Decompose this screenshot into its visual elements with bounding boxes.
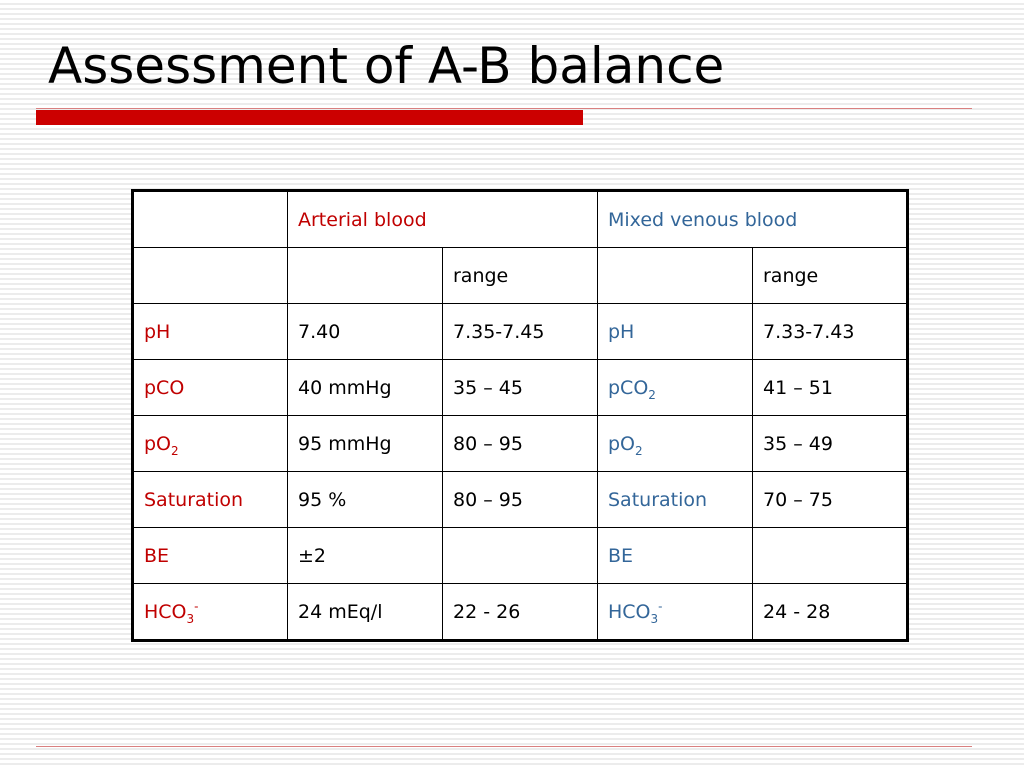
table-subheader-row: range range (132, 247, 909, 304)
venous-parameter: pCO2 (597, 359, 753, 416)
subheader-venous-range: range (751, 247, 909, 304)
arterial-parameter: BE (132, 527, 288, 584)
title-accent-bar (36, 110, 583, 125)
table-row: pH 7.40 7.35-7.45 pH 7.33-7.43 (132, 303, 909, 360)
venous-range: 7.33-7.43 (751, 303, 909, 360)
parameter-label: HCO (144, 600, 187, 623)
venous-range: 70 – 75 (751, 471, 909, 528)
venous-range: 35 – 49 (751, 415, 909, 472)
arterial-parameter: Saturation (132, 471, 288, 528)
venous-range (751, 527, 909, 584)
venous-parameter: BE (597, 527, 753, 584)
subheader-empty-cell (287, 247, 443, 304)
arterial-range: 80 – 95 (442, 415, 598, 472)
header-arterial-blood: Arterial blood (287, 190, 598, 248)
venous-range: 41 – 51 (751, 359, 909, 416)
parameter-label: pO (144, 432, 172, 455)
arterial-range: 80 – 95 (442, 471, 598, 528)
parameter-label: Saturation (608, 488, 708, 511)
venous-parameter: Saturation (597, 471, 753, 528)
arterial-value: 40 mmHg (287, 359, 443, 416)
slide-title: Assessment of A-B balance (48, 37, 725, 95)
table-row: pO2 95 mmHg 80 – 95 pO2 35 – 49 (132, 415, 909, 472)
parameter-label: pCO (144, 376, 185, 399)
arterial-parameter: pCO (132, 359, 288, 416)
arterial-value: 7.40 (287, 303, 443, 360)
arterial-value: ±2 (287, 527, 443, 584)
arterial-parameter: pO2 (132, 415, 288, 472)
parameter-superscript: - (194, 599, 199, 614)
parameter-subscript: 2 (635, 443, 643, 458)
parameter-subscript: 2 (648, 387, 656, 402)
header-empty-cell (132, 190, 288, 248)
arterial-parameter: pH (132, 303, 288, 360)
arterial-range (442, 527, 598, 584)
parameter-label: pO (608, 432, 636, 455)
arterial-value: 95 mmHg (287, 415, 443, 472)
parameter-label: HCO (608, 600, 651, 623)
parameter-superscript: - (658, 599, 663, 614)
venous-parameter: pO2 (597, 415, 753, 472)
title-underline-rule (36, 108, 972, 109)
arterial-range: 35 – 45 (442, 359, 598, 416)
venous-parameter: HCO3- (597, 583, 753, 641)
venous-range: 24 - 28 (751, 583, 909, 641)
table-row: Saturation 95 % 80 – 95 Saturation 70 – 75 (132, 471, 909, 528)
parameter-subscript: 3 (650, 611, 659, 626)
arterial-value: 24 mEq/l (287, 583, 443, 641)
parameter-label: pH (608, 320, 635, 343)
arterial-parameter: HCO3- (132, 583, 288, 641)
parameter-label: Saturation (144, 488, 244, 511)
acid-base-table: Arterial blood Mixed venous blood range … (131, 189, 910, 642)
arterial-range: 7.35-7.45 (442, 303, 598, 360)
venous-parameter: pH (597, 303, 753, 360)
subheader-empty-cell (597, 247, 753, 304)
table-row: HCO3- 24 mEq/l 22 - 26 HCO3- 24 - 28 (132, 583, 909, 641)
parameter-subscript: 3 (186, 611, 195, 626)
parameter-label: pCO (608, 376, 649, 399)
parameter-label: BE (144, 544, 170, 567)
subheader-arterial-range: range (442, 247, 598, 304)
arterial-value: 95 % (287, 471, 443, 528)
table-header-row: Arterial blood Mixed venous blood (132, 190, 909, 248)
table-row: BE ±2 BE (132, 527, 909, 584)
arterial-range: 22 - 26 (442, 583, 598, 641)
parameter-subscript: 2 (171, 443, 179, 458)
table-row: pCO 40 mmHg 35 – 45 pCO2 41 – 51 (132, 359, 909, 416)
subheader-empty-cell (132, 247, 288, 304)
footer-rule (36, 746, 972, 747)
parameter-label: BE (608, 544, 634, 567)
header-mixed-venous-blood: Mixed venous blood (596, 190, 909, 248)
parameter-label: pH (144, 320, 171, 343)
